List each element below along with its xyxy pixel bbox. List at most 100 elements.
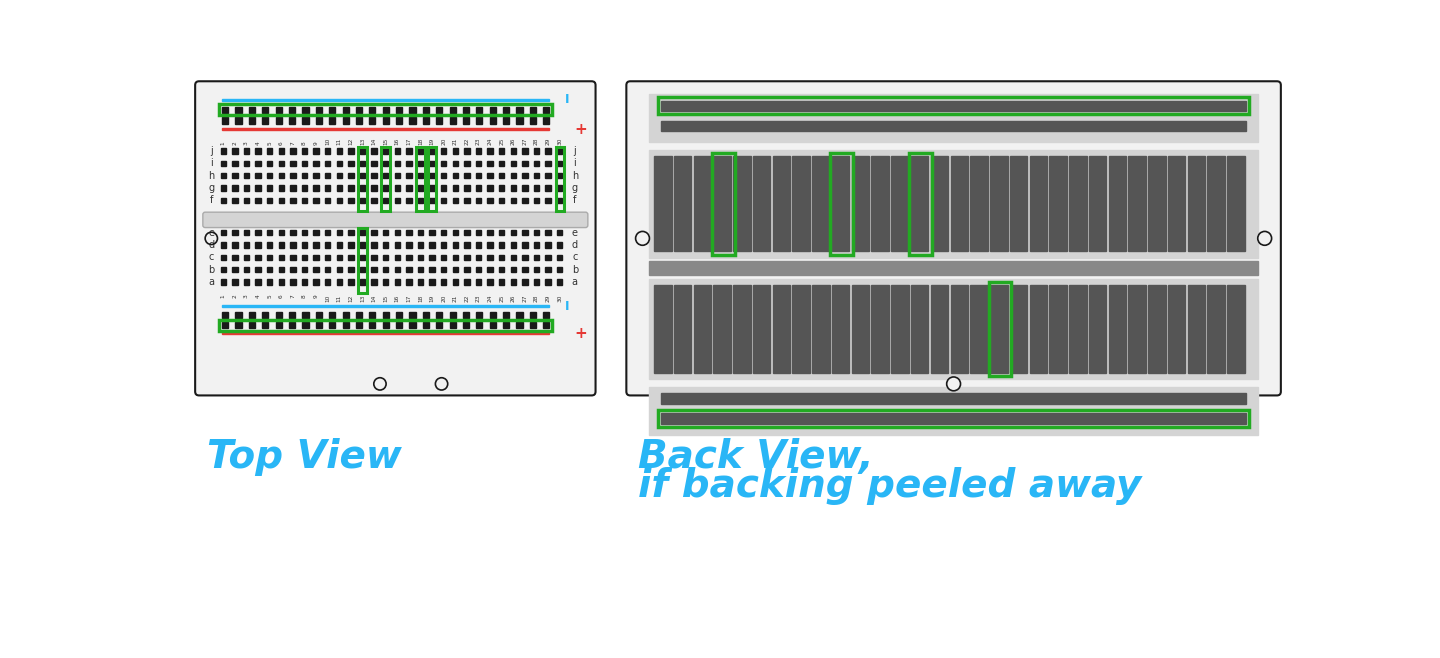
Bar [534, 255, 539, 260]
Text: f: f [210, 195, 213, 205]
Text: 14: 14 [372, 295, 377, 302]
Bar [452, 197, 458, 203]
Text: 10: 10 [325, 295, 330, 302]
Bar [302, 267, 307, 272]
Text: Top View: Top View [207, 438, 402, 476]
Bar [236, 311, 242, 318]
Bar [500, 185, 504, 191]
Bar [930, 286, 948, 373]
Bar [511, 185, 516, 191]
Bar [243, 267, 249, 272]
Bar [441, 279, 446, 284]
Bar [1068, 156, 1087, 251]
Bar [477, 311, 482, 318]
Bar [418, 173, 423, 178]
Bar [950, 156, 968, 251]
Bar [436, 118, 442, 124]
Bar [406, 255, 412, 260]
Bar [395, 267, 400, 272]
Bar [418, 255, 423, 260]
Bar [330, 107, 336, 113]
Bar [530, 118, 536, 124]
Bar [255, 161, 261, 166]
Bar [436, 322, 442, 328]
Text: h: h [572, 170, 577, 180]
Bar [406, 161, 412, 166]
Bar [222, 128, 549, 130]
Bar [325, 161, 330, 166]
Bar [243, 197, 249, 203]
Text: 28: 28 [534, 295, 539, 302]
Bar [289, 311, 295, 318]
Text: 5: 5 [268, 141, 272, 145]
Bar [517, 322, 523, 328]
Circle shape [1257, 232, 1272, 245]
Bar [441, 173, 446, 178]
Text: 9: 9 [314, 295, 318, 298]
Bar [220, 197, 226, 203]
Text: if backing peeled away: if backing peeled away [638, 467, 1142, 505]
Bar [314, 242, 318, 247]
Bar [325, 255, 330, 260]
Bar [773, 156, 791, 251]
Bar [1109, 156, 1126, 251]
Text: i: i [573, 159, 576, 168]
Text: 10: 10 [325, 138, 330, 145]
Bar [220, 173, 226, 178]
Bar [337, 279, 341, 284]
Bar [1227, 286, 1244, 373]
Text: 11: 11 [337, 295, 341, 302]
Bar [302, 185, 307, 191]
Bar [711, 153, 734, 255]
Bar [523, 173, 527, 178]
Bar [500, 279, 504, 284]
Bar [930, 156, 948, 251]
Bar [654, 286, 671, 373]
Bar [289, 322, 295, 328]
Bar [302, 118, 308, 124]
Bar [302, 173, 307, 178]
Bar [1208, 156, 1225, 251]
Bar [222, 311, 229, 318]
Bar [557, 242, 563, 247]
Text: 3: 3 [243, 141, 249, 145]
Bar [406, 173, 412, 178]
Text: 21: 21 [452, 295, 458, 302]
Circle shape [946, 377, 960, 391]
Bar [517, 118, 523, 124]
Bar [330, 118, 336, 124]
Bar [500, 148, 504, 154]
Bar [441, 185, 446, 191]
Bar [266, 230, 272, 236]
Bar [406, 242, 412, 247]
Bar [1089, 286, 1106, 373]
Bar [546, 173, 552, 178]
Bar [511, 279, 516, 284]
Bar [302, 148, 307, 154]
Bar [325, 197, 330, 203]
Text: 27: 27 [523, 138, 527, 145]
Text: 15: 15 [383, 295, 389, 302]
Bar [517, 311, 523, 318]
Bar [372, 267, 377, 272]
Bar [372, 173, 377, 178]
Bar [383, 197, 389, 203]
Text: 17: 17 [406, 138, 412, 145]
Text: 4: 4 [255, 141, 261, 145]
Bar [523, 197, 527, 203]
Text: c: c [209, 252, 215, 263]
Bar [449, 107, 455, 113]
Text: 3: 3 [243, 295, 249, 298]
Bar [991, 156, 1008, 251]
Bar [232, 173, 238, 178]
Bar [314, 230, 318, 236]
Bar [369, 107, 376, 113]
Bar [487, 185, 492, 191]
Text: e: e [209, 228, 215, 238]
Bar [1188, 286, 1205, 373]
Bar [278, 230, 284, 236]
Bar [243, 148, 249, 154]
Bar [543, 322, 549, 328]
Bar [360, 161, 366, 166]
Bar [462, 118, 469, 124]
